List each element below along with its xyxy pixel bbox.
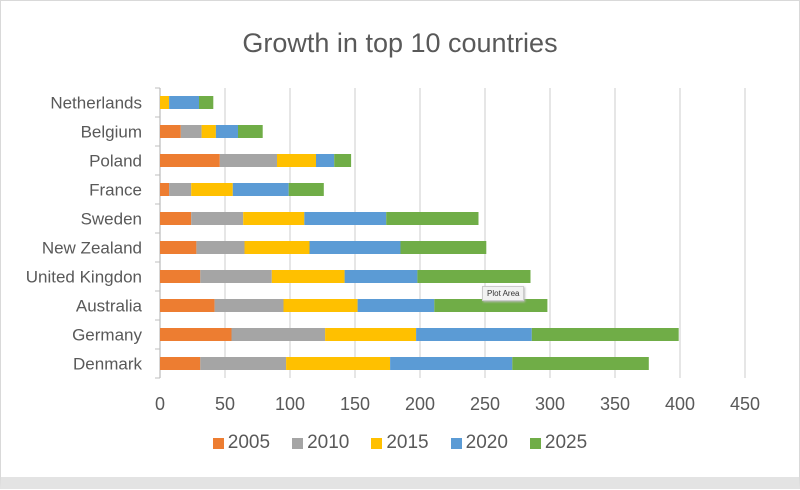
bar-segment-2020-belgium: [215, 125, 238, 138]
bar-segment-2010-germany: [231, 328, 326, 341]
y-category-label: New Zealand: [42, 239, 142, 258]
y-category-label: United Kingdon: [26, 268, 142, 287]
bar-segment-2005-germany: [160, 328, 232, 341]
bar-segment-2005-poland: [160, 154, 220, 167]
bar-segment-2015-belgium: [201, 125, 216, 138]
bar-segment-2025-france: [288, 183, 324, 196]
y-category-label: France: [89, 181, 142, 200]
bar-segment-2015-sweden: [243, 212, 305, 225]
bar-segment-2010-new-zealand: [196, 241, 245, 254]
x-tick-label: 150: [340, 394, 370, 414]
bar-segment-2020-netherlands: [169, 96, 199, 109]
x-tick-label: 300: [535, 394, 565, 414]
bar-segment-2005-united-kingdon: [160, 270, 201, 283]
bar-segment-2015-denmark: [286, 357, 391, 370]
x-tick-label: 0: [155, 394, 165, 414]
legend-item-2005[interactable]: 2005: [212, 432, 271, 454]
y-category-label: Denmark: [73, 355, 142, 374]
legend-label: 2010: [307, 432, 350, 453]
x-tick-label: 50: [215, 394, 235, 414]
legend-label: 2015: [386, 432, 429, 453]
bar-segment-2025-poland: [334, 154, 352, 167]
bar-segment-2025-united-kingdon: [417, 270, 531, 283]
y-category-label: Australia: [76, 297, 143, 316]
bar-segment-2005-denmark: [160, 357, 201, 370]
y-category-label: Germany: [72, 326, 142, 345]
x-tick-label: 450: [730, 394, 760, 414]
bar-segment-2015-france: [191, 183, 233, 196]
legend-label: 2005: [227, 432, 271, 453]
bar-segment-2020-france: [232, 183, 289, 196]
bar-segment-2025-netherlands: [199, 96, 214, 109]
bar-segment-2025-germany: [531, 328, 679, 341]
bar-segment-2015-united-kingdon: [271, 270, 345, 283]
legend-item-2010[interactable]: 2010: [292, 432, 349, 454]
bar-segment-2020-denmark: [390, 357, 513, 370]
bar-segment-2005-australia: [160, 299, 215, 312]
bar-segment-2025-australia: [434, 299, 548, 312]
bar-segment-2005-france: [160, 183, 170, 196]
bar-segment-2020-sweden: [304, 212, 387, 225]
bar-segment-2020-poland: [316, 154, 335, 167]
bar-segment-2015-australia: [283, 299, 358, 312]
x-tick-label: 250: [470, 394, 500, 414]
legend-swatch: [292, 437, 304, 449]
bar-segment-2010-denmark: [200, 357, 287, 370]
legend-swatch: [529, 437, 541, 449]
legend-swatch: [371, 437, 383, 449]
bar-segment-2010-sweden: [191, 212, 244, 225]
x-tick-label: 350: [600, 394, 630, 414]
bar-segment-2025-denmark: [512, 357, 649, 370]
bar-segment-2020-germany: [416, 328, 532, 341]
bar-segment-2015-poland: [277, 154, 316, 167]
bar-segment-2010-united-kingdon: [200, 270, 272, 283]
bar-segment-2010-france: [169, 183, 192, 196]
legend-item-2015[interactable]: 2015: [371, 432, 429, 454]
legend-swatch: [212, 437, 224, 449]
legend-item-2020[interactable]: 2020: [450, 432, 508, 454]
legend-swatch: [450, 437, 462, 449]
y-category-label: Netherlands: [50, 94, 142, 113]
bar-segment-2015-germany: [325, 328, 417, 341]
bar-segment-2010-australia: [214, 299, 284, 312]
chart-title: Growth in top 10 countries: [242, 28, 558, 58]
bar-segment-2010-belgium: [180, 125, 202, 138]
legend-label: 2020: [465, 432, 508, 453]
x-tick-label: 100: [275, 394, 305, 414]
y-category-label: Belgium: [81, 123, 142, 142]
bar-segment-2010-poland: [219, 154, 277, 167]
legend-label: 2025: [544, 432, 588, 453]
bar-segment-2015-new-zealand: [244, 241, 310, 254]
plot-area-tooltip: Plot Area: [482, 286, 525, 301]
bar-segment-2020-australia: [357, 299, 435, 312]
x-tick-label: 400: [665, 394, 695, 414]
legend-item-2025[interactable]: 2025: [529, 432, 588, 454]
legend: 2005 2010 2015 2020 2025: [0, 432, 800, 454]
x-tick-label: 200: [405, 394, 435, 414]
bar-segment-2005-new-zealand: [160, 241, 197, 254]
bar-segment-2025-sweden: [386, 212, 479, 225]
y-category-label: Poland: [89, 152, 142, 171]
bar-segment-2005-belgium: [160, 125, 181, 138]
bar-segment-2020-united-kingdon: [344, 270, 418, 283]
bar-segment-2005-sweden: [160, 212, 192, 225]
bar-segment-2025-belgium: [238, 125, 263, 138]
bar-segment-2015-netherlands: [160, 96, 170, 109]
bar-segment-2020-new-zealand: [309, 241, 401, 254]
bar-segment-2025-new-zealand: [400, 241, 487, 254]
y-category-label: Sweden: [81, 210, 142, 229]
